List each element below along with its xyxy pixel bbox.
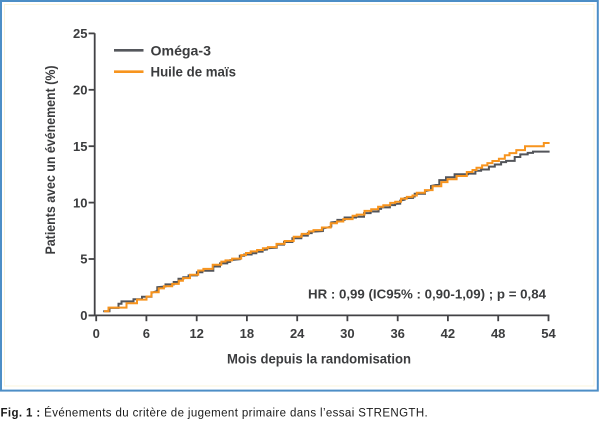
svg-text:18: 18 [240, 326, 254, 341]
svg-text:15: 15 [73, 139, 87, 154]
svg-text:20: 20 [73, 83, 87, 98]
svg-text:12: 12 [189, 326, 203, 341]
svg-text:Mois depuis la randomisation: Mois depuis la randomisation [227, 351, 411, 366]
svg-text:54: 54 [541, 326, 556, 341]
svg-text:Fig. 1 : Événements du critère: Fig. 1 : Événements du critère de jugeme… [1, 407, 429, 420]
svg-text:6: 6 [143, 326, 150, 341]
svg-text:42: 42 [441, 326, 455, 341]
svg-text:0: 0 [80, 308, 87, 323]
svg-text:Huile de maïs: Huile de maïs [151, 65, 237, 81]
svg-text:36: 36 [390, 326, 404, 341]
svg-text:48: 48 [491, 326, 505, 341]
svg-text:Patients avec un événement (%): Patients avec un événement (%) [43, 66, 58, 255]
svg-text:HR : 0,99 (IC95% : 0,90-1,09): HR : 0,99 (IC95% : 0,90-1,09) ; p = 0,84 [308, 286, 547, 301]
svg-text:30: 30 [340, 326, 354, 341]
svg-text:24: 24 [290, 326, 305, 341]
svg-text:Oméga-3: Oméga-3 [151, 43, 212, 59]
svg-text:25: 25 [73, 26, 87, 41]
svg-text:0: 0 [93, 326, 100, 341]
svg-text:10: 10 [73, 195, 87, 210]
svg-text:5: 5 [80, 252, 87, 267]
